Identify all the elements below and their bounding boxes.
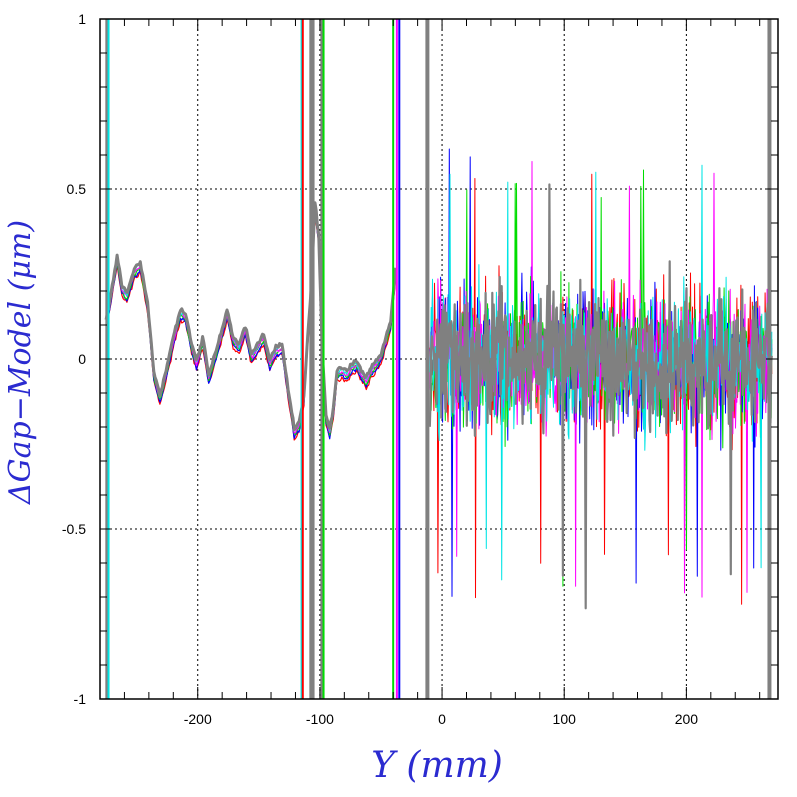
x-axis-title: Y (mm) xyxy=(371,745,503,786)
x-tick-label: 100 xyxy=(553,711,577,727)
y-tick-label: 0 xyxy=(78,351,86,367)
x-tick-label: -200 xyxy=(184,711,212,727)
y-axis-title: ΔGap−Model (μm) xyxy=(3,220,38,505)
y-tick-label: 1 xyxy=(78,11,86,27)
plot-data xyxy=(104,19,773,699)
series-line-smooth xyxy=(105,207,397,436)
axis-ticks xyxy=(100,18,778,700)
x-tick-label: -100 xyxy=(306,711,334,727)
y-tick-label: -1 xyxy=(74,691,87,707)
tick-labels: -200 -100 0 100 200 -1 -0.5 0 0.5 1 xyxy=(62,11,698,727)
x-tick-label: 0 xyxy=(438,711,446,727)
y-tick-label: -0.5 xyxy=(62,521,86,537)
series-line-smooth xyxy=(104,201,398,432)
y-tick-label: 0.5 xyxy=(67,181,87,197)
x-tick-label: 200 xyxy=(675,711,699,727)
series-line-noise xyxy=(428,183,773,610)
